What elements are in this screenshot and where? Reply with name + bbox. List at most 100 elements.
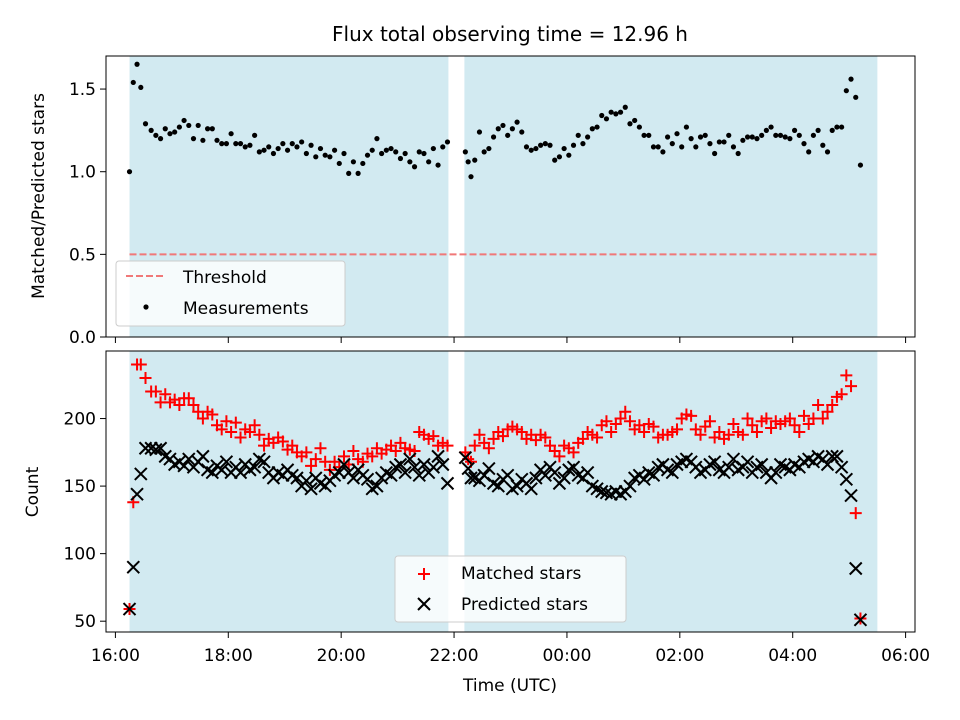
matched-star-point <box>309 453 322 466</box>
measurement-point <box>322 152 328 158</box>
y-tick-label: 0.5 <box>69 245 96 265</box>
legend-predicted-swatch <box>417 597 431 611</box>
matched-star-point <box>821 405 834 418</box>
y-tick-label: 100 <box>64 545 96 565</box>
matched-star-point <box>225 426 238 439</box>
bottom-y-axis-label: Count <box>23 466 43 517</box>
matched-star-point <box>812 399 825 412</box>
measurement-point <box>632 117 638 124</box>
predicted-star-point <box>393 457 408 472</box>
predicted-star-point <box>637 472 651 487</box>
matched-star-point <box>694 428 707 441</box>
matched-star-point <box>638 426 651 439</box>
matched-star-point <box>623 415 636 428</box>
measurement-point <box>486 145 492 152</box>
measurement-point <box>754 136 760 142</box>
matched-star-point <box>605 426 618 439</box>
predicted-star-point <box>482 461 496 476</box>
measurement-point <box>303 150 309 157</box>
observing-window-2 <box>464 56 878 337</box>
matched-star-point <box>788 419 801 432</box>
measurement-point <box>247 142 253 148</box>
y-tick-label: 1.0 <box>69 163 96 183</box>
measurement-point <box>773 132 779 138</box>
predicted-star-point <box>665 465 680 480</box>
measurement-point <box>853 94 859 100</box>
measurement-point <box>556 154 563 160</box>
matched-star-point <box>159 388 172 401</box>
predicted-star-point <box>825 449 839 464</box>
measurement-point <box>190 136 197 142</box>
matched-star-point <box>258 439 271 452</box>
measurement-point <box>561 145 567 152</box>
measurement-point <box>242 144 248 150</box>
measurement-point <box>228 131 234 137</box>
measurement-point <box>476 129 483 135</box>
measurement-point <box>726 132 732 138</box>
bottom-x-axis: 16:00 18:00 20:00 22:00 00:00 02:00 04:00 06:00 <box>91 632 930 666</box>
measurement-point <box>660 149 666 155</box>
x-tick-label: 00:00 <box>542 646 591 666</box>
matched-star-point <box>187 399 200 412</box>
predicted-star-point <box>834 460 849 474</box>
measurement-point <box>167 131 173 137</box>
matched-star-point <box>243 426 256 439</box>
measurement-point <box>204 126 211 132</box>
matched-star-point <box>600 415 613 428</box>
measurement-point <box>142 121 149 127</box>
matched-star-point <box>765 422 778 435</box>
measurement-point <box>730 144 737 150</box>
top-y-axis-label: Matched/Predicted stars <box>29 93 49 299</box>
measurement-point <box>702 132 708 138</box>
measurement-point <box>383 147 389 153</box>
measurement-point <box>223 141 230 147</box>
matched-star-point <box>337 450 350 463</box>
measurement-point <box>810 132 817 138</box>
measurement-point <box>284 147 291 153</box>
predicted-star-point <box>337 457 351 472</box>
measurement-point <box>360 160 366 167</box>
measurement-point <box>138 84 144 91</box>
matched-star-point <box>816 412 829 425</box>
matched-star-point <box>591 431 604 444</box>
matched-star-point <box>347 444 360 457</box>
matched-star-point <box>253 428 266 441</box>
measurement-point <box>200 137 206 143</box>
measurement-point <box>594 124 600 130</box>
predicted-star-point <box>464 471 478 485</box>
matched-star-point <box>134 358 147 371</box>
top-legend-box <box>115 260 346 327</box>
matched-star-point <box>722 428 735 441</box>
predicted-star-point <box>707 455 722 469</box>
measurement-point <box>683 124 690 130</box>
measurement-point <box>768 124 774 130</box>
measurement-point <box>815 127 821 133</box>
measurement-point <box>407 159 413 165</box>
measurement-point <box>465 159 471 165</box>
measurement-point <box>172 129 178 135</box>
predicted-star-point <box>196 449 210 464</box>
predicted-star-point <box>431 449 445 464</box>
measurement-point <box>528 147 534 153</box>
predicted-star-point <box>853 613 868 627</box>
x-axis-label: Time (UTC) <box>462 676 557 696</box>
matched-star-point <box>793 426 806 439</box>
matched-star-point <box>139 372 152 385</box>
matched-stars-points <box>123 358 867 625</box>
predicted-star-point <box>304 482 318 496</box>
predicted-star-point <box>566 460 581 474</box>
matched-star-point <box>149 385 162 398</box>
legend-measurements-label: Measurements <box>183 299 309 319</box>
predicted-star-point <box>398 465 412 480</box>
measurement-point <box>712 150 718 157</box>
matched-star-point <box>539 431 552 444</box>
measurement-point <box>195 122 201 129</box>
measurement-point <box>364 152 371 158</box>
measurement-point <box>308 142 314 148</box>
matched-star-point <box>229 416 242 429</box>
measurement-point <box>472 157 478 163</box>
bottom-axes-frame <box>105 350 916 633</box>
matched-star-point <box>496 430 509 443</box>
measurement-point <box>829 127 835 133</box>
measurement-point <box>552 157 558 163</box>
